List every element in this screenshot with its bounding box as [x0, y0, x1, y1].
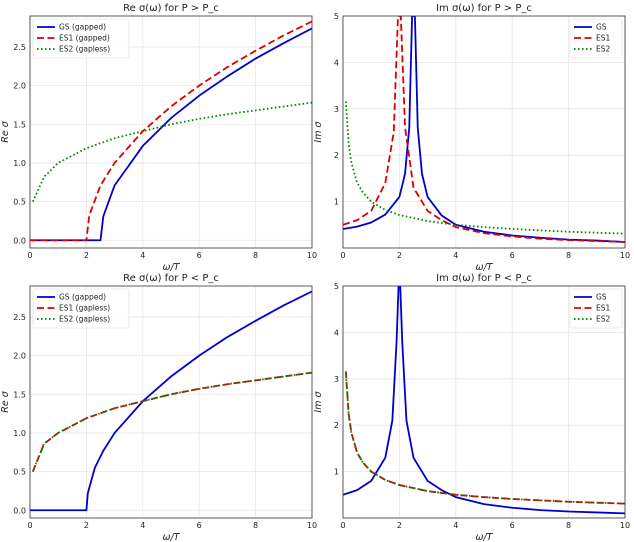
x-tick-label: 0	[27, 251, 32, 260]
x-axis-title: ω/T	[163, 532, 181, 542]
panel-title: Im σ(ω) for P > P_c	[436, 3, 532, 14]
y-axis-title: Im σ	[313, 120, 324, 142]
x-tick-label: 8	[566, 251, 571, 260]
x-tick-label: 10	[307, 521, 317, 530]
panel-re_above: 0 2 4 6 8 10 0.0 0.5 1.0 1.5 2.0 2.5 ω/T Re σ Re σ(ω) …	[0, 3, 317, 273]
x-tick-label: 4	[140, 521, 145, 530]
plot-frame	[29, 285, 313, 519]
y-tick-label: 0.0	[13, 506, 26, 515]
plot-frame	[342, 15, 626, 249]
plot-frame	[342, 285, 626, 519]
panel-title: Re σ(ω) for P < P_c	[123, 273, 219, 284]
x-axis-title: ω/T	[476, 532, 494, 542]
legend-label: GS	[596, 293, 607, 302]
y-tick-label: 2	[334, 151, 339, 160]
y-tick-label: 2.5	[13, 313, 26, 322]
series-line-2	[31, 371, 312, 472]
x-tick-label: 4	[453, 521, 458, 530]
panel-title: Re σ(ω) for P > P_c	[123, 3, 219, 14]
legend-label: GS	[596, 23, 607, 32]
y-tick-label: 2.0	[13, 82, 26, 91]
legend-label: ES1 (gapped)	[59, 34, 110, 43]
legend-label: GS (gapped)	[59, 23, 106, 32]
x-tick-label: 4	[453, 251, 458, 260]
y-axis-title: Re σ	[0, 120, 11, 142]
legend-box	[32, 18, 130, 59]
legend-box	[32, 288, 130, 329]
series-line-3	[344, 101, 625, 235]
legend-label: ES1	[596, 304, 610, 313]
x-tick-label: 4	[140, 251, 145, 260]
y-tick-label: 2	[334, 421, 339, 430]
y-tick-label: 1.5	[13, 390, 26, 399]
x-tick-label: 10	[620, 251, 630, 260]
x-tick-label: 0	[340, 251, 345, 260]
legend: GS ES1 ES2	[569, 18, 623, 59]
y-tick-label: 1.0	[13, 159, 26, 168]
x-tick-label: 6	[197, 251, 202, 260]
y-tick-label: 4	[334, 328, 339, 337]
y-tick-label: 5	[334, 12, 339, 21]
y-axis-title: Re σ	[0, 390, 11, 412]
y-tick-label: 2.0	[13, 352, 26, 361]
legend-label: ES1	[596, 34, 610, 43]
legend: GS (gapped) ES1 (gapped) ES2 (gapless)	[32, 18, 130, 59]
series-line-2	[344, 371, 625, 505]
series-line-1	[343, 286, 625, 515]
y-tick-label: 1	[334, 468, 339, 477]
y-tick-label: 2.5	[13, 43, 26, 52]
x-axis-title: ω/T	[476, 262, 494, 273]
x-tick-label: 2	[397, 521, 402, 530]
legend-label: ES1 (gapless)	[59, 304, 110, 313]
panel-title: Im σ(ω) for P < P_c	[436, 273, 532, 284]
x-axis-title: ω/T	[163, 262, 181, 273]
series-line-3	[32, 101, 312, 202]
y-tick-label: 0.5	[13, 198, 26, 207]
x-tick-label: 2	[84, 251, 89, 260]
y-tick-label: 4	[334, 58, 339, 67]
x-tick-label: 0	[27, 521, 32, 530]
plot-frame	[29, 15, 313, 249]
legend: GS (gapped) ES1 (gapless) ES2 (gapless)	[32, 288, 130, 329]
x-tick-label: 10	[620, 521, 630, 530]
y-tick-label: 1.5	[13, 120, 26, 129]
x-tick-label: 8	[253, 521, 258, 530]
y-tick-label: 0.5	[13, 468, 26, 477]
x-tick-label: 6	[510, 521, 515, 530]
legend-label: ES2 (gapless)	[59, 315, 110, 324]
x-tick-label: 2	[397, 251, 402, 260]
x-tick-label: 2	[84, 521, 89, 530]
x-tick-label: 6	[197, 521, 202, 530]
series-line-3	[344, 371, 625, 505]
series-line-2	[343, 16, 625, 243]
series-line-1	[30, 27, 312, 242]
legend-label: ES2	[596, 45, 610, 54]
legend: GS ES1 ES2	[569, 288, 623, 329]
legend-label: ES2 (gapless)	[59, 45, 110, 54]
x-tick-label: 0	[340, 521, 345, 530]
x-tick-label: 8	[566, 521, 571, 530]
y-tick-label: 1.0	[13, 429, 26, 438]
y-tick-label: 3	[334, 375, 339, 384]
series-line-2	[30, 20, 312, 242]
y-tick-label: 1	[334, 198, 339, 207]
x-tick-label: 6	[510, 251, 515, 260]
series-line-1	[30, 290, 312, 512]
series-line-3	[31, 371, 312, 472]
panel-re_below: 0 2 4 6 8 10 0.0 0.5 1.0 1.5 2.0 2.5 ω/T Re σ Re σ(ω) …	[0, 273, 317, 542]
legend-label: GS (gapped)	[59, 293, 106, 302]
y-tick-label: 5	[334, 282, 339, 291]
y-axis-title: Im σ	[313, 390, 324, 412]
x-tick-label: 10	[307, 251, 317, 260]
y-tick-label: 0.0	[13, 236, 26, 245]
x-tick-label: 8	[253, 251, 258, 260]
legend-label: ES2	[596, 315, 610, 324]
y-tick-label: 3	[334, 105, 339, 114]
